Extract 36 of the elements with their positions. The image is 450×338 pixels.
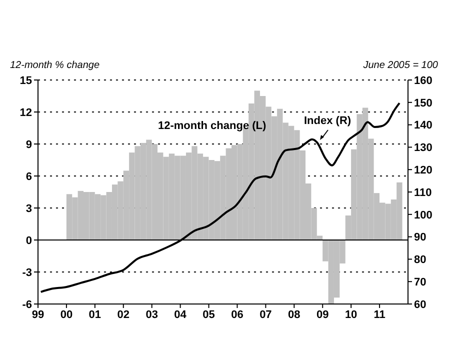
y2-tick-label: 130	[414, 142, 432, 154]
y2-tick-label: 120	[414, 164, 432, 177]
x-tick-label: 04	[174, 308, 188, 321]
x-tick-label: 00	[60, 308, 73, 321]
y2-tick-label: 60	[414, 298, 426, 311]
y2-tick-label: 140	[414, 120, 432, 132]
y-axis-title: 12-month % change	[10, 60, 100, 71]
y2-tick-label: 100	[414, 209, 432, 222]
y-tick-label: -3	[22, 266, 32, 279]
x-tick-label: 07	[260, 308, 272, 321]
x-tick-label: 10	[344, 308, 358, 321]
y-tick-label: 15	[20, 74, 32, 87]
x-tick-label: 09	[316, 308, 329, 321]
annotation: 12-month change (L)	[158, 120, 266, 132]
y-tick-label: -6	[22, 298, 32, 311]
y-tick-label: 0	[26, 234, 32, 247]
x-tick-label: 01	[88, 308, 102, 321]
y2-tick-label: 90	[414, 232, 426, 244]
y2-axis-title: June 2005 = 100	[363, 60, 438, 71]
x-tick-label: 08	[288, 308, 300, 321]
y-tick-label: 12	[20, 106, 32, 119]
x-tick-label: 03	[146, 308, 158, 321]
x-tick-label: 11	[374, 308, 386, 321]
x-tick-label: 02	[117, 308, 130, 321]
y-tick-label: 6	[26, 170, 32, 183]
y2-tick-label: 160	[414, 74, 432, 87]
x-tick-label: 06	[231, 308, 244, 321]
y2-tick-label: 80	[414, 254, 426, 266]
annotation: Index (R)	[304, 115, 352, 127]
x-tick-label: 99	[32, 308, 44, 321]
y2-tick-label: 150	[414, 97, 432, 110]
x-tick-label: 05	[202, 308, 215, 321]
y-tick-label: 3	[26, 202, 32, 215]
y2-tick-label: 70	[414, 276, 426, 289]
y2-tick-label: 110	[414, 186, 432, 199]
y-tick-label: 9	[26, 138, 32, 151]
